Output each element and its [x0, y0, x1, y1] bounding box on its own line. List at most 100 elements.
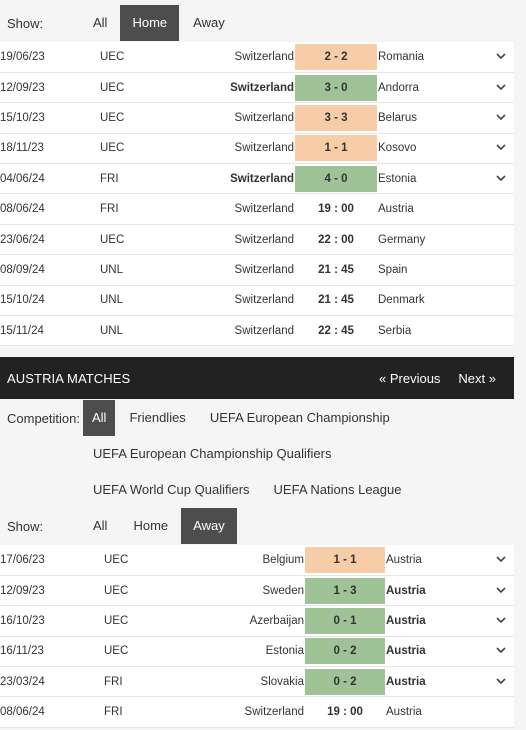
away-team: Austria — [386, 614, 426, 627]
match-competition: UNL — [100, 294, 124, 307]
show-label: Show: — [7, 518, 44, 534]
home-team: Switzerland — [234, 50, 294, 63]
competition-euro-qualifiers[interactable]: UEFA European Championship Qualifiers — [93, 446, 332, 461]
chevron-down-icon[interactable] — [488, 575, 514, 605]
match-score-cell: 0 - 2 — [304, 667, 386, 697]
austria-matches-table: 17/06/23 UEC Belgium 1 - 1 Austria 12/09/23 UE… — [0, 545, 514, 728]
chevron-down-icon[interactable] — [488, 164, 514, 194]
empty-cell — [488, 224, 514, 254]
competition-filter-row-3: UEFA World Cup Qualifiers UEFA Nations L… — [0, 472, 514, 508]
match-row[interactable]: 23/03/24 FRI Slovakia 0 - 2 Austria — [0, 667, 514, 697]
chevron-down-icon[interactable] — [488, 42, 514, 72]
tab-all[interactable]: All — [93, 15, 108, 30]
home-team: Switzerland — [230, 172, 294, 185]
tab-away[interactable]: Away — [181, 508, 237, 544]
home-team: Estonia — [265, 645, 304, 658]
match-row[interactable]: 12/09/23 UEC Switzerland 3 - 0 Andorra — [0, 72, 514, 103]
away-team: Germany — [378, 233, 426, 246]
austria-show-filter: Show: All Home Away — [0, 508, 514, 544]
match-competition: FRI — [104, 675, 123, 688]
chevron-down-icon[interactable] — [488, 667, 514, 697]
tab-home[interactable]: Home — [133, 518, 169, 533]
match-row: 08/06/24 FRI Switzerland 19 : 00 Austria — [0, 194, 514, 225]
match-date: 23/03/24 — [0, 675, 45, 688]
competition-wc-qualifiers[interactable]: UEFA World Cup Qualifiers — [93, 482, 250, 497]
match-row: 15/10/24 UNL Switzerland 21 : 45 Denmark — [0, 285, 514, 316]
match-date: 17/06/23 — [0, 553, 45, 566]
chevron-down-icon[interactable] — [488, 103, 514, 133]
empty-cell — [488, 194, 514, 224]
match-competition: UEC — [104, 584, 129, 597]
match-row[interactable]: 16/10/23 UEC Azerbaijan 0 - 1 Austria — [0, 606, 514, 637]
match-score-cell: 3 - 3 — [294, 103, 378, 133]
match-competition: UEC — [104, 645, 129, 658]
match-score: 4 - 0 — [295, 165, 377, 192]
home-team: Switzerland — [234, 203, 294, 216]
competition-friendlies[interactable]: Friendlies — [129, 410, 186, 425]
competition-filter-row-1: Competition: All Friendlies UEFA Europea… — [0, 400, 514, 436]
home-team: Switzerland — [234, 324, 294, 337]
match-score: 19 : 00 — [327, 706, 363, 719]
match-row[interactable]: 19/06/23 UEC Switzerland 2 - 2 Romania — [0, 42, 514, 73]
home-team: Azerbaijan — [249, 614, 304, 627]
match-score: 0 - 2 — [305, 668, 385, 695]
match-competition: UEC — [100, 233, 125, 246]
tab-all[interactable]: All — [93, 518, 108, 533]
away-team: Serbia — [378, 324, 412, 337]
match-score-cell: 1 - 3 — [304, 575, 386, 605]
match-row: 08/09/24 UNL Switzerland 21 : 45 Spain — [0, 255, 514, 286]
chevron-down-icon[interactable] — [488, 72, 514, 102]
empty-cell — [488, 316, 514, 346]
chevron-down-icon[interactable] — [488, 133, 514, 163]
match-competition: UEC — [100, 81, 125, 94]
away-team: Andorra — [378, 81, 419, 94]
match-score-cell: 0 - 2 — [304, 636, 386, 666]
home-team: Switzerland — [234, 263, 294, 276]
switzerland-show-filter: Show: All Home Away — [0, 5, 514, 41]
match-row: 08/06/24 FRI Switzerland 19 : 00 Austria — [0, 697, 514, 728]
match-row[interactable]: 15/10/23 UEC Switzerland 3 - 3 Belarus — [0, 103, 514, 134]
away-team: Austria — [386, 645, 426, 658]
competition-nations-league[interactable]: UEFA Nations League — [273, 482, 402, 497]
away-team: Belarus — [378, 111, 417, 124]
match-date: 08/09/24 — [0, 263, 45, 276]
home-team: Switzerland — [234, 142, 294, 155]
match-score-cell: 21 : 45 — [294, 255, 378, 285]
match-competition: UNL — [100, 324, 124, 337]
home-team: Switzerland — [244, 706, 304, 719]
match-competition: UEC — [104, 553, 129, 566]
match-score: 0 - 1 — [305, 607, 385, 634]
away-team: Austria — [386, 553, 422, 566]
match-date: 23/06/24 — [0, 233, 45, 246]
match-row: 23/06/24 UEC Switzerland 22 : 00 Germany — [0, 224, 514, 255]
competition-euro[interactable]: UEFA European Championship — [209, 410, 390, 425]
chevron-down-icon[interactable] — [488, 545, 514, 575]
match-competition: UEC — [100, 50, 125, 63]
match-date: 15/10/23 — [0, 111, 45, 124]
match-row[interactable]: 12/09/23 UEC Sweden 1 - 3 Austria — [0, 575, 514, 606]
away-team: Romania — [378, 50, 425, 63]
chevron-down-icon[interactable] — [488, 606, 514, 636]
match-score: 3 - 3 — [295, 104, 377, 131]
match-score: 1 - 1 — [295, 135, 377, 162]
match-row[interactable]: 18/11/23 UEC Switzerland 1 - 1 Kosovo — [0, 133, 514, 164]
away-team: Austria — [378, 203, 414, 216]
away-team: Estonia — [378, 172, 417, 185]
home-team: Slovakia — [260, 675, 304, 688]
match-row: 15/11/24 UNL Switzerland 22 : 45 Serbia — [0, 316, 514, 346]
tab-home[interactable]: Home — [120, 5, 180, 41]
match-row[interactable]: 16/11/23 UEC Estonia 0 - 2 Austria — [0, 636, 514, 667]
next-link[interactable]: Next » — [458, 370, 496, 386]
previous-link[interactable]: « Previous — [379, 370, 441, 386]
match-score: 1 - 1 — [305, 546, 385, 573]
tab-away[interactable]: Away — [193, 15, 225, 30]
match-row[interactable]: 17/06/23 UEC Belgium 1 - 1 Austria — [0, 545, 514, 576]
competition-all[interactable]: All — [83, 400, 116, 436]
match-date: 12/09/23 — [0, 584, 45, 597]
match-date: 08/06/24 — [0, 203, 45, 216]
match-score-cell: 21 : 45 — [294, 285, 378, 315]
match-score: 0 - 2 — [305, 638, 385, 665]
chevron-down-icon[interactable] — [488, 636, 514, 666]
match-competition: FRI — [100, 172, 119, 185]
match-row[interactable]: 04/06/24 FRI Switzerland 4 - 0 Estonia — [0, 164, 514, 194]
